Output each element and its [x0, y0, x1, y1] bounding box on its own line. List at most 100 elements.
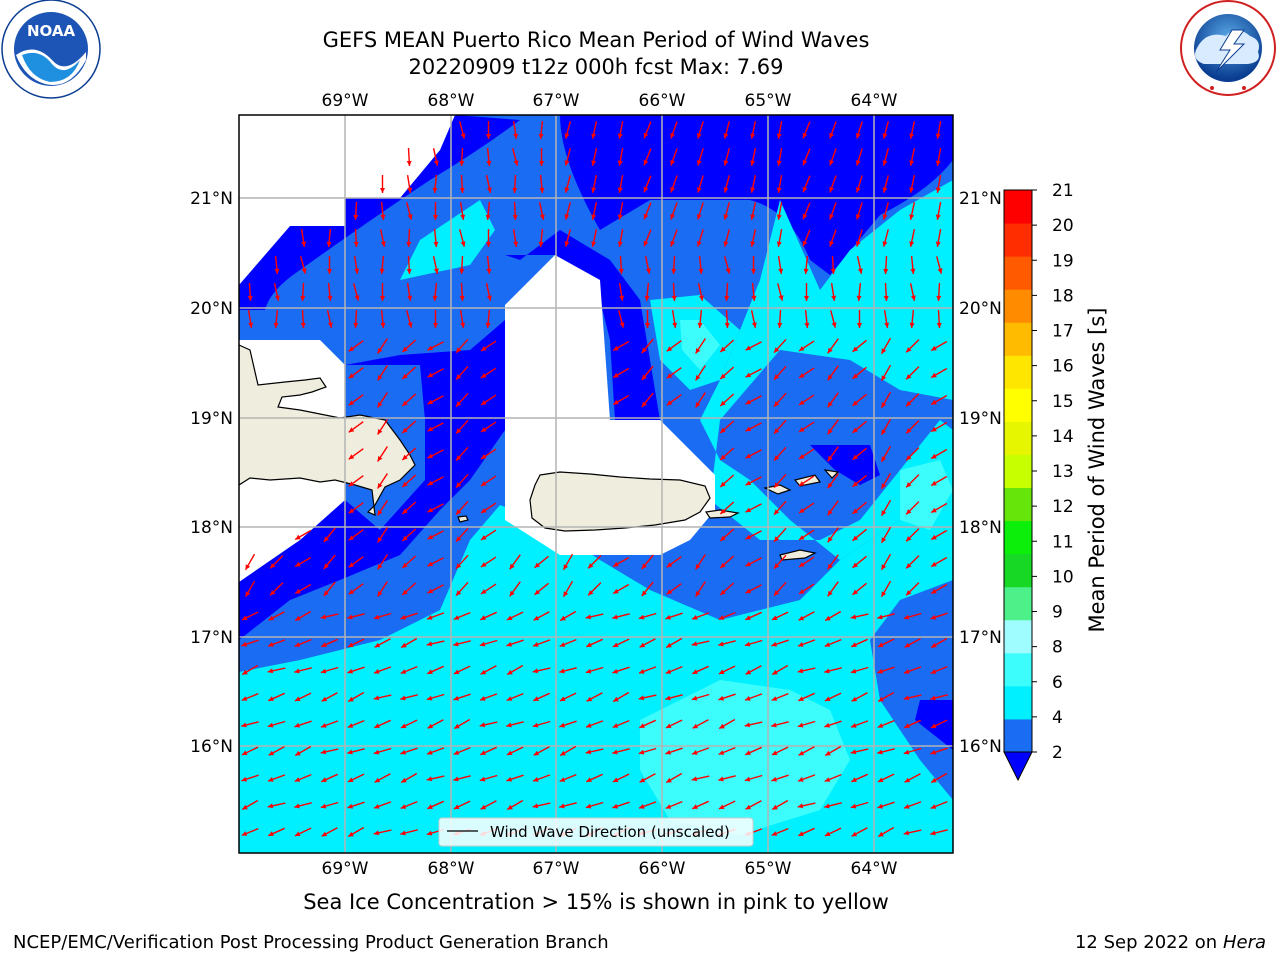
wind-wave-arrow-head: [268, 615, 275, 621]
wind-wave-arrow-head: [248, 322, 254, 328]
wind-wave-arrow-head: [884, 322, 890, 328]
lat-label-right: 18°N: [959, 518, 1002, 538]
wind-wave-arrow-head: [827, 374, 833, 381]
wind-wave-arrow-head: [639, 777, 646, 783]
wind-wave-arrow-head: [691, 776, 698, 782]
wind-wave-arrow-head: [347, 803, 353, 809]
wind-wave-arrow-head: [691, 695, 698, 701]
wind-wave-arrow-head: [930, 669, 937, 674]
wind-wave-arrow-head: [695, 402, 701, 408]
colorbar-segment: [1004, 487, 1032, 522]
wind-wave-arrow-head: [274, 295, 280, 301]
wind-wave-arrow-head: [882, 241, 888, 247]
wind-wave-arrow-head: [427, 345, 434, 351]
wind-wave-arrow-head: [903, 614, 910, 620]
wind-wave-arrow-head: [827, 482, 833, 489]
wind-wave-arrow-head: [374, 777, 381, 783]
wind-wave-arrow-head: [665, 695, 671, 701]
wind-wave-arrow-head: [852, 589, 858, 595]
wind-wave-arrow-head: [931, 534, 937, 540]
colorbar-segment: [1004, 190, 1032, 224]
wind-wave-arrow-head: [479, 776, 486, 782]
lon-label-top: 66°W: [639, 91, 686, 111]
colorbar-tick-label: 9: [1052, 603, 1063, 623]
wind-wave-arrow-head: [270, 563, 276, 569]
wind-wave-arrow-head: [559, 642, 566, 647]
wind-wave-arrow-head: [827, 428, 833, 435]
wind-wave-arrow-head: [586, 777, 592, 782]
wind-wave-arrow-head: [506, 750, 513, 755]
wind-wave-arrow-head: [798, 831, 804, 836]
map-legend: Wind Wave Direction (unscaled): [438, 817, 754, 847]
wind-wave-arrow-head: [696, 241, 702, 247]
map-frame: [238, 114, 954, 854]
wind-wave-arrow-head: [903, 695, 910, 701]
wind-wave-arrow-head: [294, 642, 301, 647]
wind-wave-arrow-head: [719, 723, 725, 729]
colorbar-segment: [1004, 289, 1032, 323]
wind-wave-arrow-head: [799, 508, 805, 513]
wind-wave-arrow-head: [852, 427, 858, 433]
wind-wave-arrow-head: [460, 322, 466, 328]
wind-wave-arrow-head: [407, 187, 413, 193]
wind-wave-arrow-head: [427, 534, 434, 540]
wind-wave-arrow-head: [744, 722, 751, 728]
wind-wave-arrow-head: [774, 482, 780, 488]
wind-wave-arrow-head: [723, 241, 729, 247]
wind-wave-arrow-head: [643, 159, 649, 166]
wind-wave-arrow-head: [348, 589, 355, 595]
wind-wave-arrow-head: [750, 133, 756, 139]
wind-wave-arrow-head: [692, 750, 698, 755]
wind-wave-arrow-head: [560, 615, 566, 621]
wind-wave-arrow-head: [426, 641, 433, 647]
wind-wave-arrow-head: [539, 214, 545, 220]
wind-wave-arrow-head: [426, 830, 433, 836]
wind-wave-arrow-head: [745, 345, 752, 351]
wind-wave-arrow-head: [294, 803, 300, 809]
colorbar-segment: [1004, 652, 1032, 687]
wind-wave-arrow-head: [799, 481, 805, 486]
wind-wave-arrow-head: [538, 133, 544, 139]
wind-wave-arrow-head: [745, 507, 752, 513]
wind-wave-arrow-head: [638, 695, 645, 701]
wind-wave-arrow-head: [507, 669, 513, 675]
wind-wave-arrow-head: [906, 536, 912, 542]
wind-wave-arrow-head: [400, 749, 406, 755]
wind-wave-arrow-head: [242, 804, 248, 810]
wind-wave-arrow-head: [797, 722, 804, 728]
wind-wave-arrow-head: [295, 615, 301, 621]
noaa-logo: NOAA: [1, 0, 101, 99]
wind-wave-arrow-head: [509, 563, 515, 570]
wind-wave-arrow-head: [427, 723, 434, 729]
wind-wave-arrow-head: [696, 160, 702, 166]
lon-label-top: 69°W: [322, 91, 369, 111]
wind-wave-arrow-head: [427, 588, 434, 594]
wind-wave-arrow-head: [485, 322, 491, 328]
wind-wave-arrow-head: [563, 591, 569, 597]
wind-wave-arrow-head: [638, 614, 645, 620]
wind-wave-arrow-head: [294, 668, 300, 674]
wind-wave-arrow-head: [486, 160, 492, 166]
wind-wave-arrow-head: [931, 399, 937, 405]
wind-wave-arrow-head: [855, 187, 861, 193]
wind-wave-arrow-head: [718, 615, 725, 620]
colorbar-label: Mean Period of Wind Waves [s]: [1085, 308, 1109, 633]
wind-wave-arrow-head: [798, 777, 804, 782]
wind-wave-arrow-head: [935, 133, 941, 139]
wind-wave-arrow-head: [353, 322, 359, 328]
wind-wave-arrow-head: [827, 590, 833, 597]
wind-wave-arrow-head: [665, 749, 671, 755]
wind-wave-arrow-head: [745, 480, 752, 486]
wind-wave-arrow-head: [617, 160, 623, 166]
wind-wave-arrow-head: [827, 347, 833, 354]
wind-wave-arrow-head: [643, 186, 649, 193]
wind-wave-arrow-head: [402, 508, 408, 514]
wind-wave-arrow-head: [295, 588, 301, 594]
wind-wave-arrow-head: [380, 296, 385, 301]
wind-wave-arrow-head: [327, 295, 333, 301]
wind-wave-arrow-head: [480, 750, 486, 755]
wind-wave-arrow-head: [771, 750, 778, 755]
wind-wave-arrow-head: [267, 668, 274, 674]
wind-wave-arrow-head: [641, 401, 647, 407]
wind-wave-arrow-head: [612, 668, 618, 674]
